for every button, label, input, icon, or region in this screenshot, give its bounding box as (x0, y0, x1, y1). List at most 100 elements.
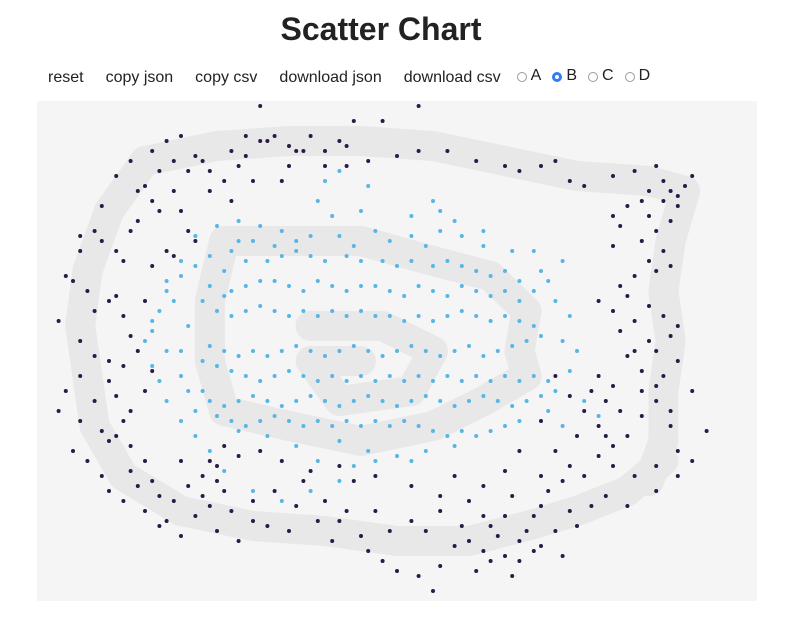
scatter-point (603, 494, 608, 498)
copy-json-button[interactable]: copy json (95, 64, 185, 92)
scatter-plot[interactable] (37, 101, 757, 601)
scatter-point (351, 344, 356, 348)
scatter-point (114, 434, 119, 438)
scatter-point (531, 374, 536, 378)
scatter-point (517, 539, 522, 543)
scatter-point (373, 229, 378, 233)
scatter-point (344, 164, 349, 168)
scatter-point (416, 314, 421, 318)
scatter-point (632, 169, 637, 173)
scatter-point (618, 284, 623, 288)
scatter-point (143, 459, 147, 463)
radio-option-c[interactable]: C (588, 67, 614, 86)
scatter-point (596, 414, 601, 418)
radio-a[interactable] (516, 72, 527, 82)
scatter-point (524, 339, 529, 343)
brush-stroke (634, 176, 700, 496)
scatter-point (459, 284, 464, 288)
scatter-point (647, 214, 651, 218)
scatter-point (668, 424, 673, 428)
scatter-point (668, 409, 673, 413)
scatter-point (481, 394, 486, 398)
scatter-point (337, 349, 342, 353)
scatter-point (308, 254, 313, 258)
scatter-point (107, 439, 111, 443)
scatter-point (373, 419, 378, 423)
scatter-point (279, 404, 284, 408)
scatter-point (186, 169, 191, 173)
radio-b-label: B (566, 67, 578, 84)
radio-option-d[interactable]: D (624, 67, 650, 86)
scatter-point (423, 529, 428, 533)
scatter-point (351, 399, 356, 403)
scatter-point (387, 289, 392, 293)
scatter-point (179, 459, 183, 463)
scatter-point (553, 449, 558, 453)
scatter-point (438, 494, 443, 498)
copy-csv-button[interactable]: copy csv (184, 64, 268, 92)
radio-c[interactable] (588, 72, 599, 82)
scatter-point (517, 299, 522, 303)
reset-button[interactable]: reset (37, 64, 95, 92)
scatter-point (272, 374, 277, 378)
scatter-point (395, 569, 399, 573)
scatter-point (135, 219, 140, 223)
radio-option-b[interactable]: B (552, 67, 577, 86)
scatter-point (258, 139, 263, 143)
scatter-point (337, 439, 342, 443)
radio-b[interactable] (552, 72, 563, 82)
scatter-point (215, 309, 219, 313)
scatter-point (524, 529, 529, 533)
scatter-point (539, 504, 543, 508)
download-json-button[interactable]: download json (268, 64, 392, 92)
scatter-point (135, 484, 140, 488)
scatter-point (675, 474, 680, 478)
scatter-point (575, 524, 579, 528)
scatter-point (150, 329, 155, 333)
scatter-point (294, 239, 299, 243)
scatter-point (92, 354, 97, 358)
scatter-point (193, 239, 198, 243)
scatter-point (560, 339, 565, 343)
scatter-point (200, 159, 205, 163)
scatter-point (215, 464, 219, 468)
scatter-point (78, 374, 83, 378)
scatter-point (251, 349, 255, 353)
radio-option-a[interactable]: A (516, 67, 541, 86)
scatter-point (647, 189, 651, 193)
scatter-point (539, 419, 543, 423)
scatter-point (164, 139, 169, 143)
scatter-point (236, 164, 241, 168)
scatter-point (582, 474, 587, 478)
scatter-point (661, 249, 666, 253)
scatter-point (481, 229, 486, 233)
scatter-point (690, 389, 695, 393)
scatter-point (387, 424, 392, 428)
scatter-point (344, 379, 349, 383)
scatter-point (481, 244, 486, 248)
scatter-point (207, 189, 212, 193)
scatter-point (207, 504, 212, 508)
scatter-point (661, 199, 666, 203)
scatter-point (359, 424, 363, 428)
scatter-point (164, 399, 169, 403)
scatter-point (380, 259, 385, 263)
scatter-point (380, 119, 385, 123)
scatter-point (474, 159, 479, 163)
scatter-point (78, 339, 83, 343)
scatter-point (287, 284, 291, 288)
scatter-point (373, 314, 378, 318)
scatter-point (452, 219, 457, 223)
scatter-point (315, 199, 320, 203)
scatter-point (186, 389, 191, 393)
scatter-point (279, 254, 284, 258)
radio-d[interactable] (624, 72, 635, 82)
scatter-point (157, 524, 162, 528)
scatter-point (625, 204, 630, 208)
scatter-point (135, 189, 140, 193)
chart-area[interactable] (37, 101, 757, 601)
scatter-point (459, 379, 464, 383)
download-csv-button[interactable]: download csv (393, 64, 512, 92)
scatter-point (193, 434, 198, 438)
scatter-point (690, 174, 695, 178)
